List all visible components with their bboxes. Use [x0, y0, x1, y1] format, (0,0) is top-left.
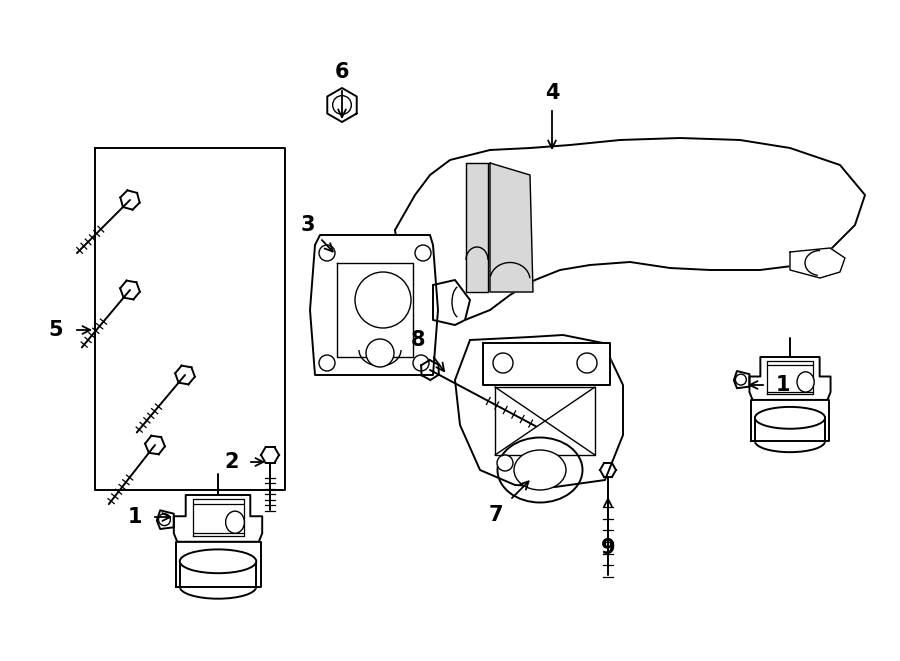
Text: 7: 7 [489, 505, 503, 525]
Text: 1: 1 [776, 375, 790, 395]
Circle shape [577, 353, 597, 373]
Polygon shape [483, 343, 610, 385]
Circle shape [319, 355, 335, 371]
Ellipse shape [180, 549, 256, 573]
Text: 5: 5 [49, 320, 63, 340]
Text: 9: 9 [600, 538, 616, 558]
Polygon shape [790, 248, 845, 278]
Polygon shape [455, 335, 623, 487]
Text: 1: 1 [128, 507, 142, 527]
Circle shape [158, 514, 170, 525]
Circle shape [366, 339, 394, 367]
Polygon shape [174, 495, 262, 542]
Circle shape [319, 245, 335, 261]
Polygon shape [433, 280, 470, 325]
Ellipse shape [755, 407, 825, 429]
Circle shape [413, 355, 429, 371]
Text: 3: 3 [301, 215, 315, 235]
Ellipse shape [755, 430, 825, 452]
Text: 6: 6 [335, 62, 349, 82]
Ellipse shape [226, 511, 245, 533]
Polygon shape [395, 138, 865, 320]
Text: 8: 8 [410, 330, 425, 350]
Ellipse shape [797, 372, 814, 392]
Circle shape [735, 374, 746, 385]
Circle shape [333, 96, 351, 114]
Circle shape [493, 353, 513, 373]
Polygon shape [490, 163, 533, 292]
Polygon shape [466, 163, 488, 292]
Circle shape [497, 455, 513, 471]
Circle shape [355, 272, 411, 328]
Polygon shape [751, 400, 829, 442]
Polygon shape [734, 371, 750, 388]
Text: 2: 2 [225, 452, 239, 472]
Ellipse shape [180, 575, 256, 599]
Polygon shape [328, 88, 356, 122]
Ellipse shape [498, 438, 582, 502]
Ellipse shape [514, 450, 566, 490]
Polygon shape [95, 148, 285, 490]
Polygon shape [176, 542, 260, 587]
Polygon shape [310, 235, 438, 375]
Circle shape [415, 245, 431, 261]
Polygon shape [750, 357, 831, 400]
Polygon shape [157, 510, 174, 529]
Text: 4: 4 [544, 83, 559, 103]
